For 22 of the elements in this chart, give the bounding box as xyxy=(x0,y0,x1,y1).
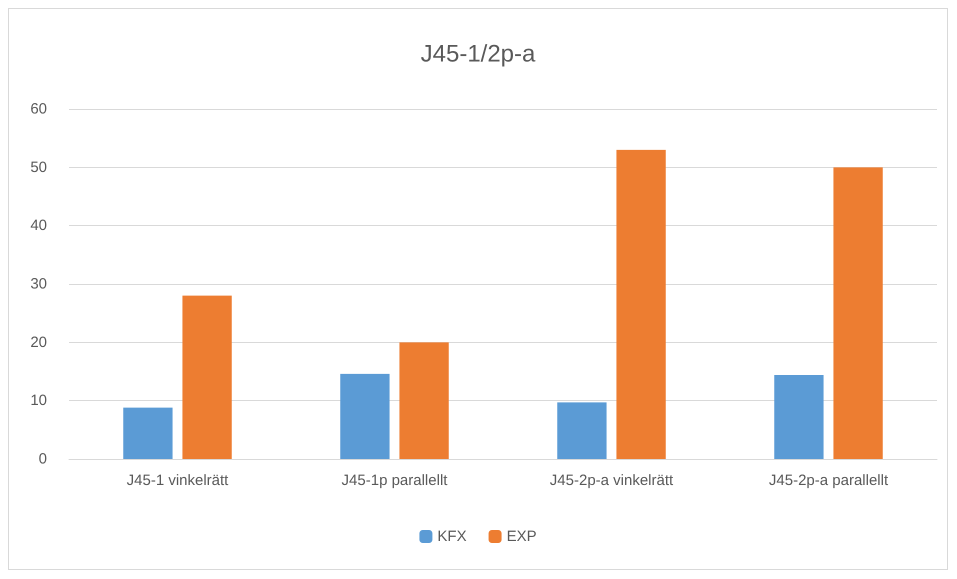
bar xyxy=(182,296,232,459)
bar xyxy=(557,402,607,459)
chart-title: J45-1/2p-a xyxy=(420,40,536,68)
y-tick-label: 10 xyxy=(30,392,47,410)
bar xyxy=(833,167,883,459)
bar xyxy=(399,342,449,459)
y-tick-label: 40 xyxy=(30,217,47,234)
bar xyxy=(616,150,666,459)
bar xyxy=(123,408,173,459)
y-tick-label: 30 xyxy=(30,276,47,292)
x-tick-label: J45-2p-a parallellt xyxy=(768,472,889,489)
legend-label: EXP xyxy=(506,528,537,545)
bar xyxy=(774,375,824,459)
bar xyxy=(340,374,390,459)
y-tick-label: 0 xyxy=(38,450,47,468)
x-tick-label: J45-1p parallellt xyxy=(342,472,448,489)
x-tick-label: J45-1 vinkelrätt xyxy=(126,472,230,489)
x-tick-label: J45-2p-a vinkelrätt xyxy=(550,472,674,489)
y-tick-label: 20 xyxy=(30,334,47,351)
legend-label: KFX xyxy=(437,528,467,545)
y-tick-label: 60 xyxy=(30,100,47,118)
y-tick-label: 50 xyxy=(30,158,47,176)
